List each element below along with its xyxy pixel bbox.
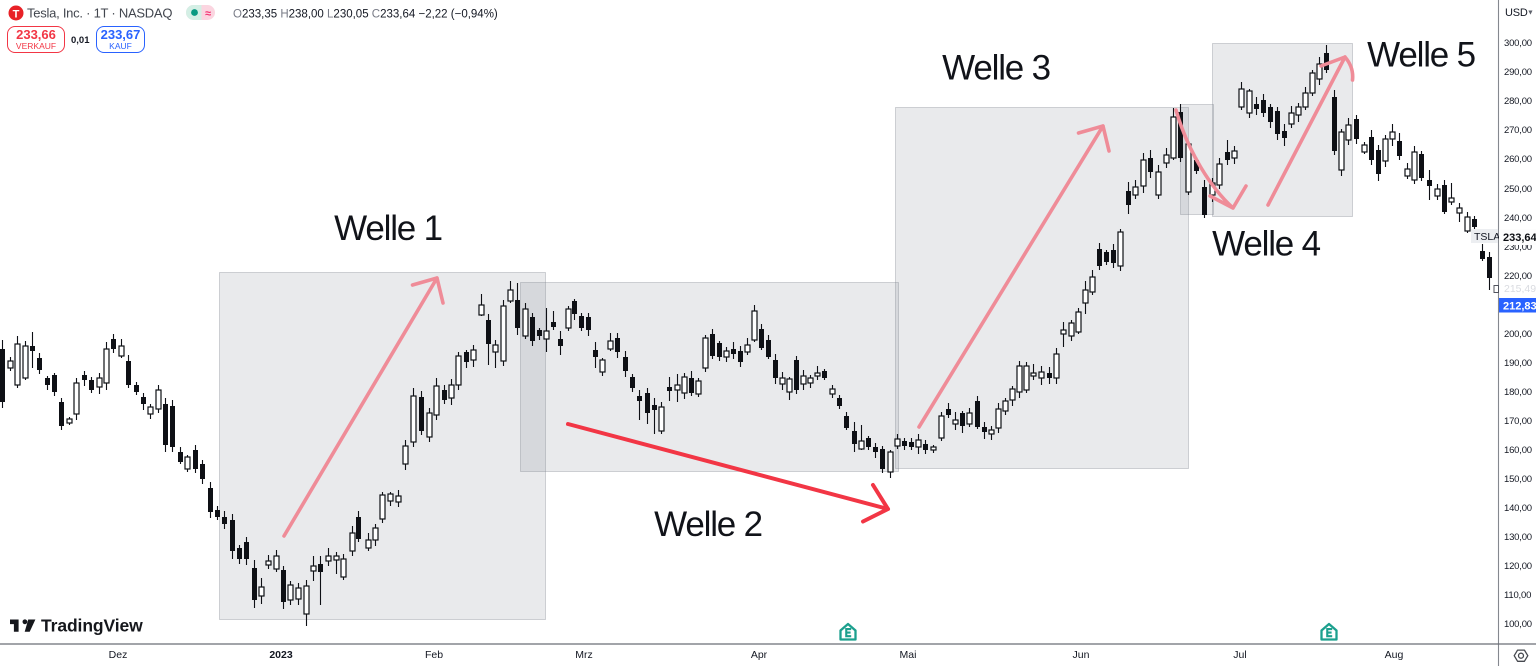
- svg-text:TradingView: TradingView: [41, 616, 143, 636]
- svg-text:300,00: 300,00: [1504, 38, 1532, 49]
- svg-text:190,00: 190,00: [1504, 358, 1532, 369]
- svg-text:250,00: 250,00: [1504, 184, 1532, 195]
- svg-text:Jun: Jun: [1073, 649, 1090, 661]
- svg-text:233,64: 233,64: [1503, 232, 1536, 244]
- svg-text:Aug: Aug: [1385, 649, 1404, 661]
- svg-text:Welle 2: Welle 2: [654, 505, 762, 544]
- svg-text:Tesla, Inc. · 1T · NASDAQ: Tesla, Inc. · 1T · NASDAQ: [27, 6, 172, 21]
- svg-text:Welle 3: Welle 3: [942, 49, 1050, 88]
- svg-text:Dez: Dez: [109, 649, 128, 661]
- svg-text:▼: ▼: [1527, 10, 1534, 17]
- svg-text:Mai: Mai: [900, 649, 917, 661]
- svg-text:200,00: 200,00: [1504, 329, 1532, 340]
- svg-text:T: T: [13, 9, 20, 21]
- svg-text:280,00: 280,00: [1504, 96, 1532, 107]
- svg-text:USD: USD: [1505, 7, 1528, 19]
- svg-text:140,00: 140,00: [1504, 503, 1532, 514]
- svg-text:180,00: 180,00: [1504, 387, 1532, 398]
- svg-text:230,00: 230,00: [1504, 242, 1532, 253]
- svg-text:130,00: 130,00: [1504, 532, 1532, 543]
- svg-text:Mrz: Mrz: [575, 649, 593, 661]
- svg-text:Welle 5: Welle 5: [1367, 36, 1475, 75]
- svg-text:270,00: 270,00: [1504, 125, 1532, 136]
- svg-text:110,00: 110,00: [1504, 590, 1531, 601]
- svg-text:150,00: 150,00: [1504, 474, 1532, 485]
- svg-text:Feb: Feb: [425, 649, 443, 661]
- svg-text:160,00: 160,00: [1504, 445, 1532, 456]
- svg-text:215,49: 215,49: [1504, 283, 1536, 295]
- svg-text:Jul: Jul: [1233, 649, 1246, 661]
- svg-text:240,00: 240,00: [1504, 213, 1532, 224]
- svg-text:Welle 1: Welle 1: [334, 209, 442, 248]
- svg-text:Apr: Apr: [751, 649, 768, 661]
- svg-text:120,00: 120,00: [1504, 561, 1532, 572]
- svg-text:2023: 2023: [269, 649, 293, 661]
- svg-text:220,00: 220,00: [1504, 271, 1532, 282]
- svg-text:212,83: 212,83: [1503, 301, 1536, 313]
- svg-text:260,00: 260,00: [1504, 154, 1532, 165]
- svg-text:290,00: 290,00: [1504, 67, 1532, 78]
- svg-text:O233,35 H238,00 L230,05 C233,6: O233,35 H238,00 L230,05 C233,64 −2,22 (−…: [233, 9, 498, 21]
- svg-text:170,00: 170,00: [1504, 416, 1532, 427]
- svg-text:100,00: 100,00: [1504, 619, 1532, 630]
- svg-text:Welle 4: Welle 4: [1212, 225, 1320, 264]
- svg-text:TSLA: TSLA: [1474, 231, 1500, 243]
- svg-text:≈: ≈: [205, 8, 211, 20]
